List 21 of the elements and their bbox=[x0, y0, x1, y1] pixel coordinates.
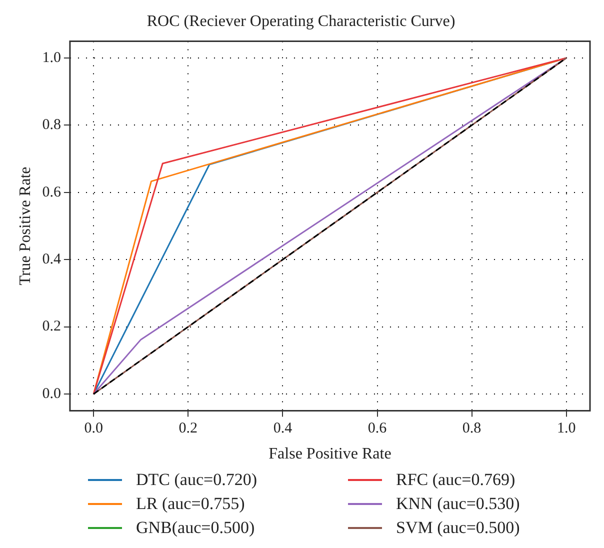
x-tick-label: 0.0 bbox=[84, 420, 103, 437]
x-tick-label: 0.8 bbox=[462, 420, 482, 437]
legend-label: GNB(auc=0.500) bbox=[136, 518, 255, 538]
legend-label: KNN (auc=0.530) bbox=[396, 494, 520, 514]
x-tick-label: 0.6 bbox=[368, 420, 388, 437]
x-tick-label: 1.0 bbox=[556, 420, 576, 437]
x-tick-label: 0.2 bbox=[178, 420, 198, 437]
legend-label: SVM (auc=0.500) bbox=[396, 518, 520, 538]
chart-title: ROC (Reciever Operating Characteristic Curve) bbox=[146, 12, 456, 30]
legend-label: LR (auc=0.755) bbox=[136, 494, 245, 514]
y-tick-label: 0.8 bbox=[42, 117, 61, 134]
x-axis-title: False Positive Rate bbox=[268, 446, 392, 463]
y-tick-label: 0.0 bbox=[42, 386, 61, 402]
legend-label: DTC (auc=0.720) bbox=[136, 470, 258, 490]
y-tick-label: 0.6 bbox=[42, 184, 62, 200]
y-tick-label: 0.2 bbox=[42, 318, 61, 335]
legend-label: RFC (auc=0.769) bbox=[396, 470, 516, 490]
y-tick-label: 1.0 bbox=[42, 50, 61, 66]
y-axis-title: True Positive Rate bbox=[16, 166, 34, 286]
x-tick-label: 0.4 bbox=[273, 420, 293, 437]
y-tick-label: 0.4 bbox=[42, 252, 62, 268]
